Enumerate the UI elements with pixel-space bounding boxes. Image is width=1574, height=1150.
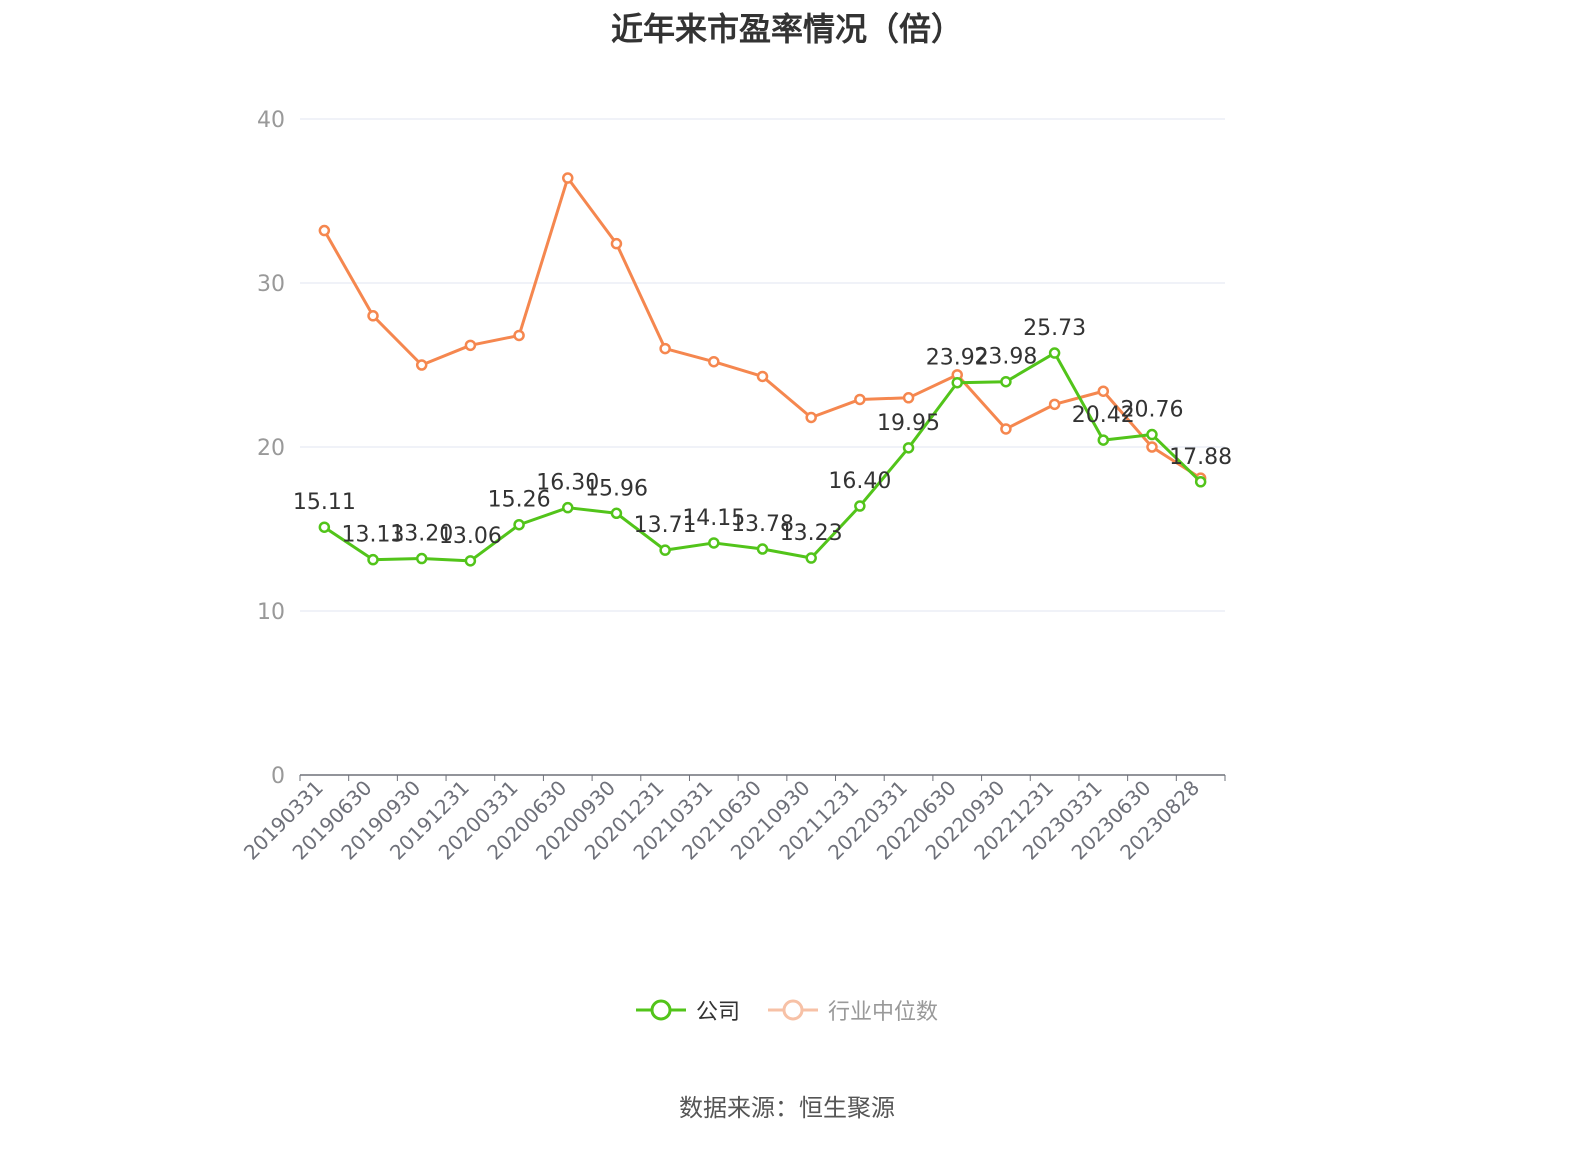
point-industry [1000,423,1012,435]
data-label: 15.26 [488,488,551,513]
point-company [464,555,477,567]
data-label: 13.20 [390,522,453,547]
y-tick-label: 0 [271,764,285,789]
point-industry [902,392,915,404]
point-company [513,518,525,531]
point-company [318,521,331,533]
data-label: 17.88 [1169,445,1232,470]
point-industry [1097,385,1110,397]
point-company [610,507,623,520]
source-note: 数据来源：恒生聚源 [679,1094,895,1122]
data-label: 15.96 [585,476,648,501]
point-industry [367,310,379,322]
y-tick-label: 10 [257,600,285,625]
legend-item-company[interactable]: 公司 [635,994,740,1026]
grid-lines [300,118,1225,612]
data-label: 13.13 [342,523,405,548]
point-industry [562,172,574,184]
point-industry [854,393,866,406]
y-tick-label: 30 [257,272,285,297]
point-company [1194,476,1207,488]
point-industry [464,339,477,352]
point-company [951,376,963,389]
point-industry [415,359,428,371]
point-company [415,552,428,565]
data-label: 20.76 [1120,398,1183,423]
point-company [1097,434,1110,446]
data-label: 14.15 [682,506,745,531]
y-tick-label: 20 [257,436,285,461]
axes: 0102030402019033120190630201909302019123… [239,108,1226,865]
legend-item-industry[interactable]: 行业中位数 [768,994,938,1026]
point-company [1146,428,1158,441]
point-industry [1048,398,1061,411]
data-label: 16.40 [828,469,891,494]
data-label: 13.23 [780,521,843,546]
point-industry [708,355,720,368]
point-industry [318,224,331,237]
data-label: 15.11 [293,490,356,515]
point-company [1000,375,1012,388]
point-company [708,537,720,549]
point-company [562,501,574,514]
legend-industry-label: 行业中位数 [828,1000,939,1025]
series [318,172,1207,567]
point-company [854,500,866,512]
y-tick-label: 40 [257,108,285,133]
point-industry [610,237,623,250]
data-label: 23.92 [926,346,989,371]
point-industry [756,370,769,383]
legend: 公司 行业中位数 [0,994,1574,1026]
point-company [902,442,915,454]
legend-company-label: 公司 [695,1000,740,1025]
point-industry [659,342,671,355]
point-company [367,553,379,566]
data-label: 19.95 [877,411,940,436]
data-label: 25.73 [1023,316,1086,341]
point-company [1048,347,1061,359]
point-industry [805,411,817,424]
point-industry [1146,441,1158,453]
data-label: 13.71 [634,513,697,538]
legend-industry-marker [768,999,818,1021]
legend-company-marker [635,999,686,1021]
data-label: 13.06 [439,524,502,549]
data-label: 13.78 [731,512,794,537]
data-label: 16.30 [536,471,599,496]
point-company [659,544,671,556]
point-company [756,543,769,555]
data-label: 20.42 [1072,403,1135,428]
point-company [805,552,817,564]
point-industry [513,329,525,342]
data-label: 23.98 [974,345,1037,370]
chart-title: 近年来市盈率情况（倍） [610,10,963,48]
